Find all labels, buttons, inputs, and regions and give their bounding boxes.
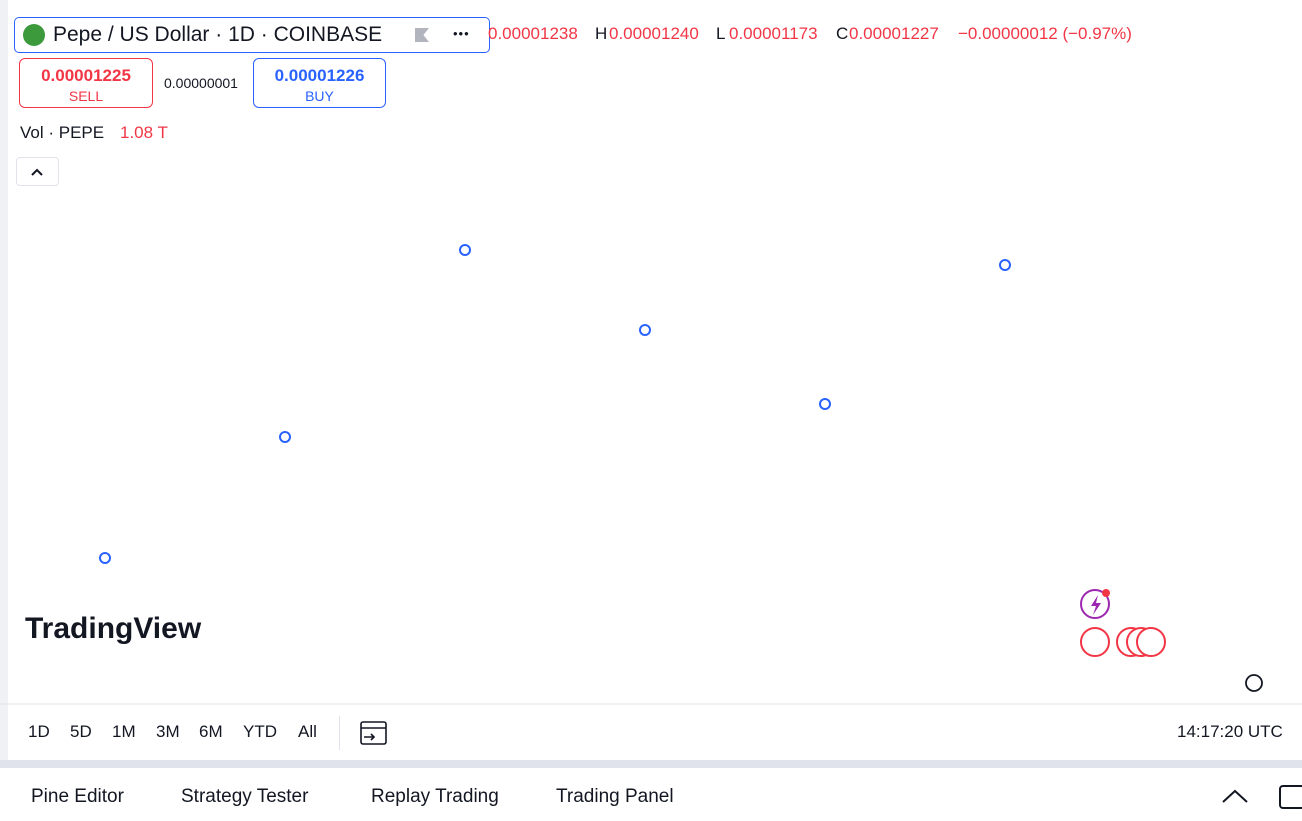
date-range-icon[interactable] [358, 718, 390, 748]
watermark: TradingView [25, 612, 202, 645]
legend-value: 0.00001227 [849, 24, 939, 43]
event-marker[interactable] [99, 552, 111, 564]
legend-value: 0.00001173 [729, 24, 818, 43]
price-axis [1186, 0, 1302, 705]
flag[interactable] [415, 28, 429, 42]
panel-tab[interactable]: Strategy Tester [181, 786, 309, 807]
legend-key: L [716, 24, 726, 43]
range-button[interactable]: 3M [156, 722, 180, 741]
spread: 0.00000001 [164, 75, 238, 91]
volume-title: Vol · PEPE [20, 123, 105, 142]
sell-button[interactable]: 0.00001225 SELL [19, 58, 153, 108]
event-marker[interactable] [459, 244, 471, 256]
symbol-icon [23, 24, 45, 46]
event-marker[interactable] [999, 259, 1011, 271]
panel-tab[interactable]: Pine Editor [31, 786, 124, 807]
range-button[interactable]: All [298, 722, 317, 741]
range-button[interactable]: 6M [199, 722, 223, 741]
legend-value: 0.00001240 [609, 24, 699, 43]
sell-label: SELL [68, 88, 104, 104]
buy-price: 0.00001226 [274, 66, 365, 85]
expand-button[interactable] [1222, 789, 1248, 803]
symbol-box[interactable]: Pepe / US Dollar · 1D · COINBASE ••• [14, 17, 490, 53]
panel-gap [0, 760, 1302, 768]
event-marker[interactable] [279, 431, 291, 443]
divider [339, 716, 340, 750]
event-marker[interactable] [819, 398, 831, 410]
more-button[interactable]: ••• [453, 26, 470, 41]
sell-price: 0.00001225 [41, 66, 131, 85]
badge [1102, 589, 1110, 597]
news-icons [1080, 589, 1166, 657]
range-button[interactable]: 5D [70, 722, 92, 741]
bolt [1091, 595, 1101, 615]
event-marker[interactable] [639, 324, 651, 336]
range-button[interactable]: 1M [112, 722, 136, 741]
panel-tab[interactable]: Trading Panel [556, 786, 674, 807]
panel-tab[interactable]: Replay Trading [371, 786, 499, 807]
range-button[interactable]: YTD [243, 722, 277, 741]
volume-value: 1.08 T [120, 123, 168, 142]
maximize-button[interactable] [1279, 785, 1302, 809]
flag-icon[interactable] [1136, 627, 1166, 657]
clock[interactable]: 14:17:20 UTC [1177, 722, 1283, 741]
legend-change: −0.00000012 (−0.97%) [958, 24, 1132, 43]
range-button[interactable]: 1D [28, 722, 50, 741]
chart: TradingView [0, 0, 1302, 705]
event-markers [99, 244, 1011, 564]
left-border [0, 0, 8, 760]
settings-icon[interactable] [1245, 674, 1263, 692]
buy-button[interactable]: 0.00001226 BUY [253, 58, 386, 108]
chevron [31, 168, 43, 176]
collapse-button[interactable] [16, 157, 59, 186]
buy-label: BUY [305, 88, 334, 104]
symbol-title: Pepe / US Dollar · 1D · COINBASE [53, 23, 383, 46]
legend-key: C [836, 24, 849, 43]
panel-controls [1222, 785, 1302, 809]
flag-icon[interactable] [1080, 627, 1110, 657]
legend-open: 0.00001238 [488, 24, 578, 43]
legend-key: H [595, 24, 608, 43]
